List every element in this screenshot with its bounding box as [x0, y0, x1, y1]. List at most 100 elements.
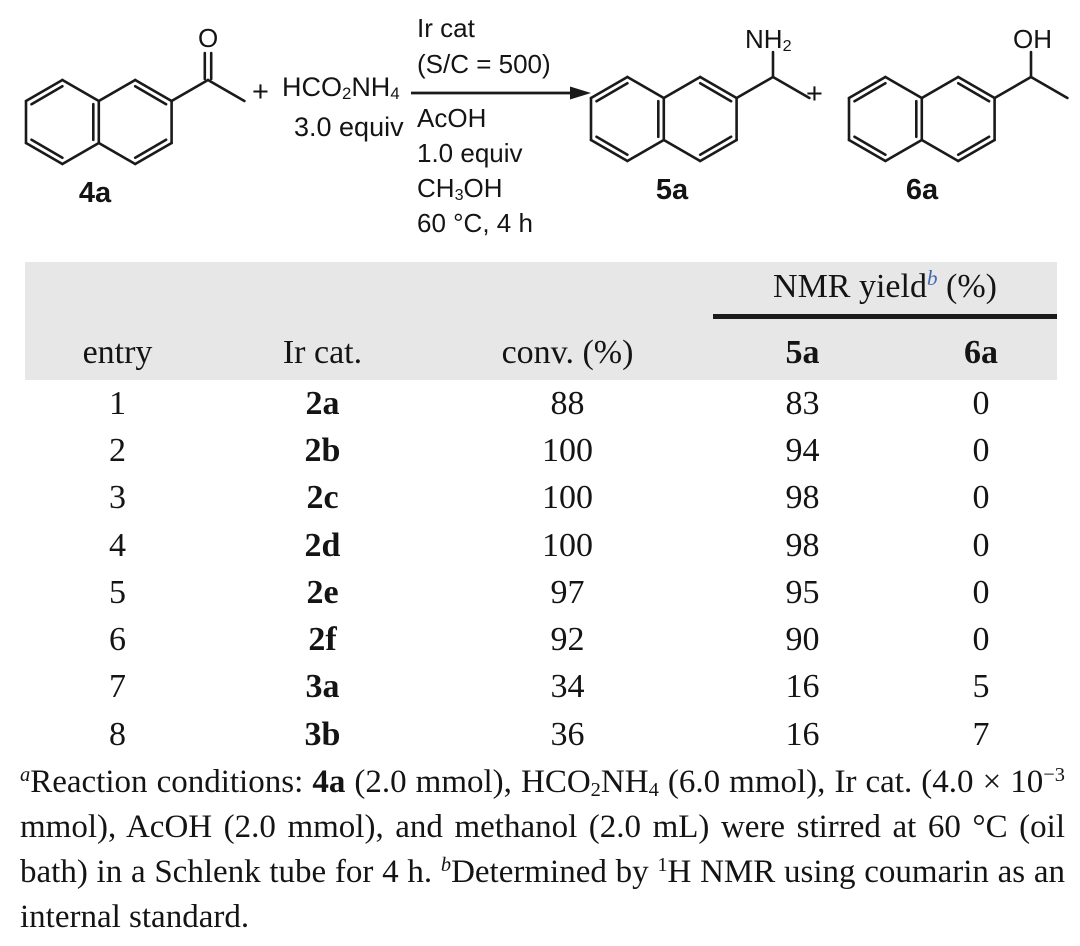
catalyst-cell: 3b	[304, 715, 341, 753]
table-row: 2 2b 100 94 0	[25, 427, 1057, 474]
text-segment: NH	[351, 72, 391, 102]
catalyst-cell: 2a	[305, 384, 340, 422]
yield-5a-cell: 94	[785, 431, 820, 469]
yield-6a-cell: 0	[972, 431, 990, 469]
table-row: 4 2d 100 98 0	[25, 522, 1057, 569]
text-segment: Reaction conditions:	[30, 764, 313, 800]
text-segment: 2	[590, 778, 601, 801]
text-segment: H NMR using coumarin as an internal stan…	[20, 854, 1065, 935]
table-row: 7 3a 34 16 5	[25, 664, 1057, 711]
arrow-condition-line: AcOH	[417, 101, 533, 136]
text-segment: HCO	[282, 72, 342, 102]
carbonyl-o-label: O	[198, 23, 219, 53]
amine-group-label: NH2	[745, 24, 792, 55]
entry-cell: 7	[109, 668, 126, 706]
arrow-condition-line: CH3OH	[417, 171, 533, 206]
catalyst-cell: 3a	[305, 668, 340, 706]
yield-6a-cell: 0	[972, 621, 990, 659]
text-segment: −3	[1043, 763, 1066, 786]
yield-6a-cell: 0	[972, 526, 990, 564]
text-segment: 4a	[312, 764, 346, 800]
text-segment: 4	[648, 778, 659, 801]
text-segment: b	[926, 266, 938, 291]
text-segment: OH	[463, 173, 503, 203]
naphthalene-skeleton	[589, 50, 811, 163]
yield-6a-cell: 5	[972, 668, 990, 706]
entry-cell: 8	[109, 715, 126, 753]
text-segment: 3	[454, 185, 464, 204]
catalyst-cell: 2d	[304, 526, 341, 564]
conversion-cell: 88	[550, 384, 585, 422]
table-row: 6 2f 92 90 0	[25, 616, 1057, 663]
plus-sign-left: +	[252, 76, 269, 108]
yield-5a-cell: 98	[785, 526, 820, 564]
hydroxyl-group-label: OH	[1013, 24, 1052, 55]
reagent-formula: HCO2NH4	[282, 72, 400, 103]
yield-5a-cell: 16	[785, 668, 820, 706]
table-row: 8 3b 36 16 7	[25, 711, 1057, 758]
text-segment: 1	[657, 853, 668, 876]
yield-5a-cell: 98	[785, 479, 820, 517]
table-body: 1 2a 88 83 0 2 2b 100 94 0 3 2c 100 98 0 4 2d 100 98 0 5 2e 97…	[25, 380, 1057, 758]
entry-cell: 4	[109, 526, 126, 564]
column-header-entry: entry	[82, 334, 153, 371]
yield-6a-cell: 0	[972, 479, 990, 517]
text-segment: 4	[390, 84, 400, 103]
text-segment: (2.0 mmol), HCO	[345, 764, 591, 800]
entry-cell: 1	[109, 384, 126, 422]
structure-5a: NH2 5a	[587, 14, 827, 214]
text-segment: b	[440, 853, 452, 876]
yield-5a-cell: 83	[785, 384, 820, 422]
column-header-5a: 5a	[785, 334, 820, 371]
text-segment: OH	[1013, 24, 1052, 54]
catalyst-cell: 2b	[304, 431, 341, 469]
entry-cell: 6	[109, 621, 126, 659]
text-segment: 2	[782, 36, 792, 55]
arrow-condition-catalyst: Ir cat	[417, 13, 475, 43]
conversion-cell: 100	[542, 526, 593, 564]
plus-sign-right: +	[806, 78, 823, 110]
structure-6a: OH 6a	[845, 14, 1080, 214]
arrow-condition-line: 1.0 equiv	[417, 136, 533, 171]
conversion-cell: 92	[550, 621, 585, 659]
yield-6a-cell: 7	[972, 715, 990, 753]
text-segment: NMR yield	[773, 268, 927, 305]
conversion-cell: 34	[550, 668, 585, 706]
arrow-condition-sc-ratio: (S/C = 500)	[417, 49, 551, 79]
footnote: aReaction conditions: 4a (2.0 mmol), HCO…	[20, 760, 1065, 940]
text-segment: (%)	[937, 268, 997, 305]
column-header-ir-cat: Ir cat.	[282, 334, 363, 371]
text-segment: 1.0 equiv	[417, 138, 523, 168]
text-segment: (6.0 mmol), Ir cat. (4.0 × 10	[658, 764, 1044, 800]
yield-columns-rule	[713, 314, 1057, 319]
naphthalene-skeleton	[847, 50, 1069, 163]
entry-cell: 3	[109, 479, 126, 517]
table-column-headers: entry Ir cat. conv. (%) 5a 6a	[25, 330, 1057, 376]
entry-cell: 2	[109, 431, 126, 469]
naphthalene-skeleton	[24, 51, 246, 166]
text-segment: NH	[745, 24, 783, 54]
table-row: 1 2a 88 83 0	[25, 380, 1057, 427]
yield-5a-cell: 90	[785, 621, 820, 659]
column-header-6a: 6a	[964, 334, 998, 371]
conversion-cell: 100	[542, 431, 593, 469]
compound-label-4a: 4a	[78, 177, 112, 209]
yield-5a-cell: 95	[785, 573, 820, 611]
text-segment: a	[20, 763, 31, 786]
text-segment: mmol), AcOH (2.0 mmol), and methanol (2.…	[20, 809, 1065, 890]
text-segment: NH	[600, 764, 649, 800]
reaction-arrow	[411, 86, 591, 100]
conversion-cell: 100	[542, 479, 593, 517]
text-segment: 60 °C, 4 h	[417, 208, 533, 238]
yield-6a-cell: 0	[972, 384, 990, 422]
compound-label-5a: 5a	[655, 174, 689, 206]
structure-4a: O 4a	[22, 17, 262, 217]
text-segment: 2	[342, 84, 352, 103]
conversion-cell: 97	[550, 573, 585, 611]
text-segment: CH	[417, 173, 455, 203]
catalyst-cell: 2f	[308, 621, 337, 659]
column-header-conv: conv. (%)	[501, 334, 634, 371]
table-row: 5 2e 97 95 0	[25, 569, 1057, 616]
table-row: 3 2c 100 98 0	[25, 475, 1057, 522]
